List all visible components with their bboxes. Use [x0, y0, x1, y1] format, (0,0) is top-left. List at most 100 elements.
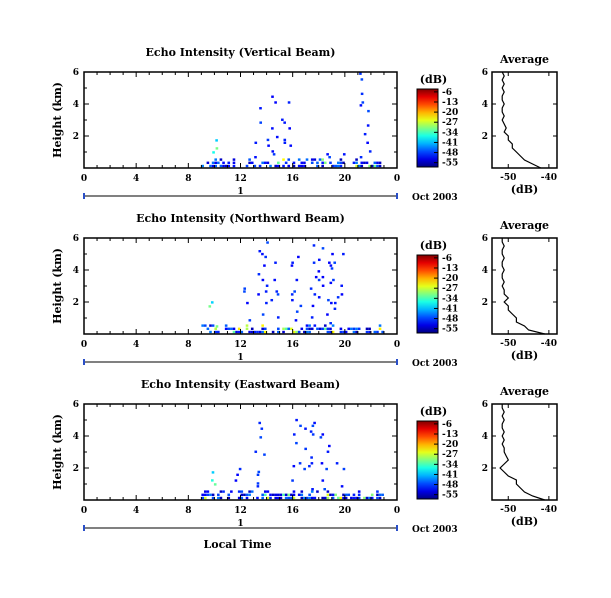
echo-cell: [323, 161, 327, 164]
echo-cell: [360, 161, 364, 164]
echo-cell: [292, 464, 296, 468]
echo-cell: [291, 479, 294, 482]
echo-cell: [256, 485, 260, 488]
echo-cell: [277, 493, 280, 496]
echo-cell: [323, 488, 327, 491]
echo-cell: [373, 161, 377, 164]
colorbar-unit: (dB): [420, 239, 447, 252]
echo-cell: [297, 158, 301, 161]
echo-cell: [318, 327, 322, 330]
echo-cell: [310, 490, 314, 493]
colorbar-tick-label: -6: [442, 88, 452, 98]
echo-cell: [201, 496, 204, 500]
echo-cell: [323, 496, 327, 500]
echo-cell: [340, 485, 344, 488]
echo-cell: [303, 467, 306, 471]
echo-cell: [321, 479, 325, 482]
echo-cell: [318, 158, 322, 161]
echo-cell: [352, 161, 356, 164]
x-tick-label: 8: [185, 506, 191, 516]
echo-cell: [266, 138, 270, 142]
echo-cell: [292, 490, 296, 493]
profile-line: [501, 238, 545, 335]
echo-cell: [258, 330, 262, 334]
echo-cell: [352, 496, 356, 500]
profile-line: [499, 404, 545, 501]
x-tick-label: 16: [286, 506, 299, 516]
echo-cell: [300, 164, 304, 168]
echo-cell: [316, 164, 319, 168]
echo-cell: [310, 161, 314, 164]
colorbar-tick-label: -55: [442, 491, 458, 501]
echo-cell: [320, 462, 324, 465]
echo-cell: [323, 324, 327, 327]
x-tick-label: 20: [339, 506, 352, 516]
echo-cell: [277, 327, 280, 330]
echo-cell: [331, 330, 335, 334]
echo-cell: [261, 496, 264, 500]
echo-cell: [316, 161, 319, 164]
echo-cell: [230, 490, 233, 493]
echo-cell: [250, 327, 254, 330]
profile-y-tick-label: 2: [482, 464, 488, 474]
echo-cell: [291, 261, 294, 264]
echo-cell: [211, 496, 215, 500]
colorbar-tick-label: -41: [442, 138, 458, 148]
echo-cell: [227, 164, 231, 168]
echo-cell: [261, 313, 265, 316]
echo-cell: [321, 164, 324, 168]
colorbar-tick-label: -13: [442, 264, 458, 274]
echo-cell: [317, 258, 321, 262]
echo-cell: [326, 153, 329, 156]
y-axis-label: Height (km): [51, 248, 64, 324]
x-axis-label: Local Time: [204, 538, 272, 551]
echo-cell: [360, 78, 364, 81]
echo-cell: [245, 493, 249, 496]
echo-cell: [206, 161, 210, 164]
echo-cell: [365, 161, 369, 164]
echo-cell: [326, 313, 329, 316]
echo-cell: [222, 164, 225, 168]
colorbar-tick-label: -20: [442, 274, 458, 284]
echo-cell: [256, 496, 259, 500]
echo-cell: [373, 330, 377, 334]
echo-cell: [256, 473, 260, 476]
echo-cell: [352, 493, 356, 496]
x-tick-label: 12: [234, 174, 247, 184]
profile-line: [501, 71, 542, 169]
echo-cell: [272, 153, 276, 156]
echo-cell: [327, 298, 330, 302]
echo-cell: [297, 330, 301, 334]
colorbar-tick-label: -41: [442, 470, 458, 480]
echo-cell: [329, 161, 332, 164]
echo-cell: [292, 330, 296, 334]
echo-cell: [321, 275, 325, 279]
echo-cell: [333, 301, 337, 305]
echo-cell: [250, 490, 254, 493]
echo-cell: [266, 161, 270, 164]
echo-cell: [283, 138, 287, 142]
echo-cell: [311, 488, 314, 491]
echo-cell: [303, 330, 306, 334]
echo-cell: [317, 296, 321, 299]
date-label: Oct 2003: [412, 193, 458, 203]
echo-cell: [237, 496, 241, 500]
echo-cell: [310, 158, 314, 161]
echo-cell: [263, 493, 267, 496]
echo-cell: [314, 275, 318, 279]
echo-cell: [333, 307, 337, 310]
echo-cell: [264, 255, 267, 259]
echo-cell: [317, 270, 321, 273]
echo-cell: [240, 330, 244, 334]
echo-cell: [277, 161, 280, 164]
echo-cell: [256, 330, 259, 334]
echo-cell: [211, 479, 214, 482]
echo-cell: [355, 164, 358, 168]
echo-cell: [339, 164, 343, 168]
echo-cell: [217, 493, 220, 496]
echo-cell: [209, 330, 212, 334]
echo-cell: [254, 156, 257, 159]
echo-cell: [209, 493, 212, 496]
echo-cell: [376, 496, 379, 500]
echo-cell: [339, 496, 343, 500]
